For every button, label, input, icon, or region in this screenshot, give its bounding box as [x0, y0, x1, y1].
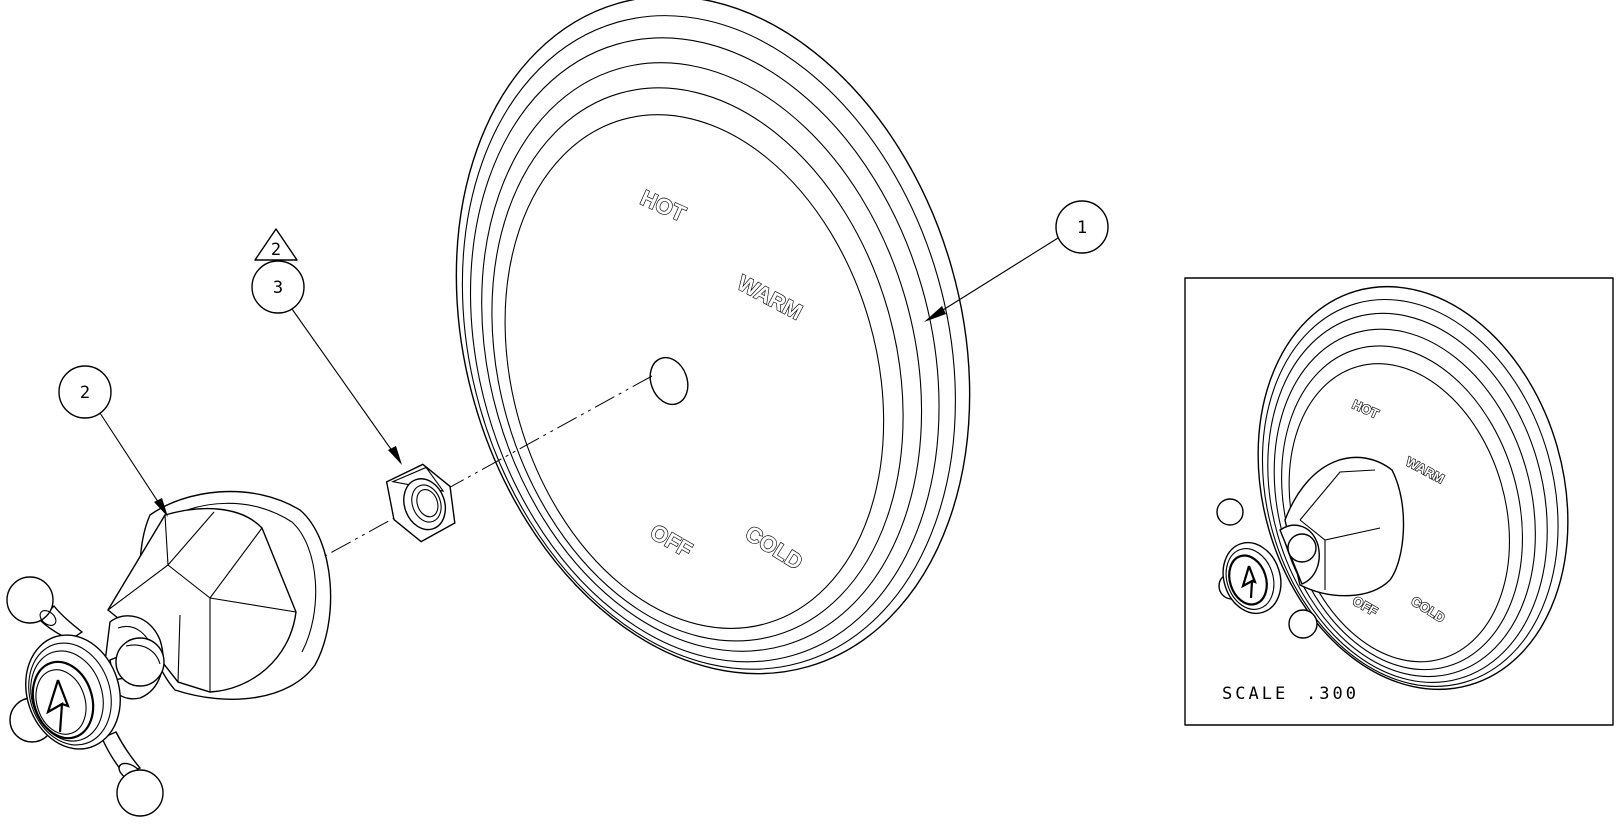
index-arrow-icon: [46, 679, 70, 733]
callout-item-2: 2: [58, 365, 168, 517]
handle-arm-upper: [6, 576, 84, 641]
label-cold: COLD: [741, 520, 807, 574]
scale-label: SCALE: [1222, 684, 1288, 704]
revision-flag-number: 2: [271, 240, 281, 260]
label-warm: WARM: [733, 270, 806, 325]
handle-arm-right: [109, 637, 165, 687]
callout-item-2-number: 2: [80, 383, 90, 403]
detail-label-warm: WARM: [1403, 454, 1446, 487]
detail-label-hot: HOT: [1350, 397, 1381, 422]
detail-view: HOT WARM OFF COLD SCALE .300: [1184, 277, 1614, 726]
callout-item-1: 1: [924, 200, 1109, 322]
revision-flag: 2: [254, 228, 298, 261]
lock-nut: [385, 463, 456, 543]
handle-arm-lower: [101, 731, 164, 817]
label-hot: HOT: [637, 185, 690, 227]
detail-index-arrow-icon: [1241, 565, 1257, 599]
callout-item-1-number: 1: [1077, 218, 1087, 238]
escutcheon-plate: HOT WARM OFF COLD: [455, 0, 971, 675]
detail-handle: [1216, 456, 1405, 639]
cross-handle-assembly: [6, 490, 332, 817]
callout-item-3-number: 3: [273, 278, 283, 298]
assembly-centerline: [304, 375, 653, 568]
scale-value: .300: [1306, 684, 1359, 704]
plate-center-hole: [649, 356, 689, 406]
detail-label-off: OFF: [1350, 593, 1380, 619]
callout-item-3: 3: [251, 260, 402, 465]
detail-view-frame: [1184, 277, 1614, 726]
label-off: OFF: [646, 519, 697, 563]
detail-label-cold: COLD: [1409, 593, 1448, 625]
